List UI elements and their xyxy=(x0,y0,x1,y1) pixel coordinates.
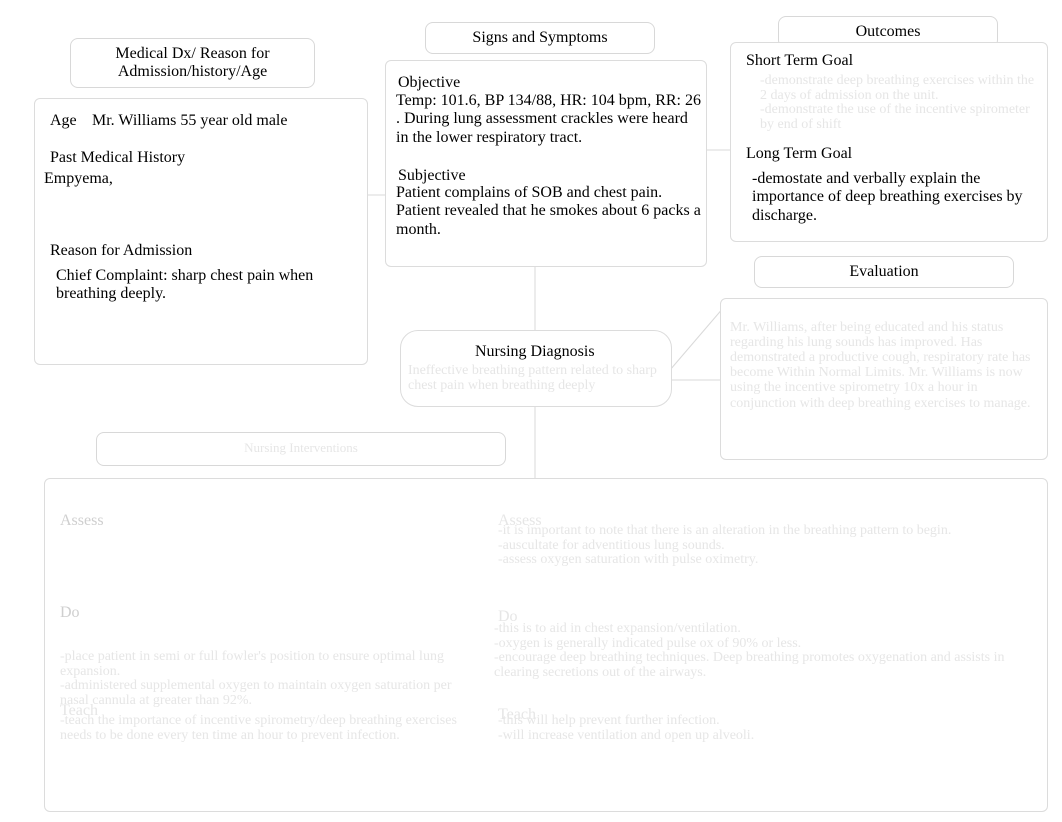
reason-value: Chief Complaint: sharp chest pain when b… xyxy=(56,267,341,304)
interventions-header: Nursing Interventions xyxy=(96,432,506,466)
pmh-label: Past Medical History xyxy=(50,149,185,167)
do-label: Do xyxy=(60,604,80,622)
subjective-text: Patient complains of SOB and chest pain.… xyxy=(396,184,706,239)
signs-header: Signs and Symptoms xyxy=(425,22,655,54)
history-header: Medical Dx/ Reason for Admission/history… xyxy=(70,38,315,88)
signs-header-text: Signs and Symptoms xyxy=(472,29,607,46)
diagnosis-text: Ineffective breathing pattern related to… xyxy=(408,364,664,393)
short-goal-label: Short Term Goal xyxy=(746,52,853,70)
r-do-text: -this is to aid in chest expansion/venti… xyxy=(494,622,1034,681)
subjective-label: Subjective xyxy=(398,167,466,185)
do-text: -place patient in semi or full fowler's … xyxy=(60,650,470,709)
diagnosis-header: Nursing Diagnosis xyxy=(475,343,595,361)
long-goal-text: -demostate and verbally explain the impo… xyxy=(752,170,1034,225)
pmh-value: Empyema, xyxy=(44,170,344,188)
evaluation-header: Evaluation xyxy=(754,256,1014,288)
age-label: Age xyxy=(50,112,77,130)
history-header-text: Medical Dx/ Reason for Admission/history… xyxy=(115,45,269,80)
evaluation-text: Mr. Williams, after being educated and h… xyxy=(730,320,1040,411)
interventions-header-text: Nursing Interventions xyxy=(244,440,358,455)
objective-text: Temp: 101.6, BP 134/88, HR: 104 bpm, RR:… xyxy=(396,92,704,147)
r-assess-text: -it is important to note that there is a… xyxy=(498,524,1028,568)
short-goal-text: -demonstrate deep breathing exercises wi… xyxy=(760,74,1036,133)
age-value: Mr. Williams 55 year old male xyxy=(92,112,362,130)
outcomes-header-text: Outcomes xyxy=(856,23,921,40)
r-teach-text: -this will help prevent further infectio… xyxy=(498,714,1028,743)
assess-label: Assess xyxy=(60,512,104,530)
objective-label: Objective xyxy=(398,74,460,92)
long-goal-label: Long Term Goal xyxy=(746,145,852,163)
history-box xyxy=(34,98,368,365)
evaluation-header-text: Evaluation xyxy=(849,263,918,280)
reason-label: Reason for Admission xyxy=(50,242,192,260)
teach-text: -teach the importance of incentive spiro… xyxy=(60,714,470,743)
